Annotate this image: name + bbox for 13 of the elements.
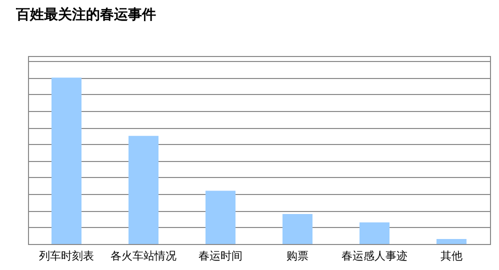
bar [282, 214, 312, 244]
bar [52, 78, 82, 244]
bar [436, 239, 466, 244]
x-tick-label: 购票 [286, 250, 308, 262]
bar [206, 190, 236, 244]
x-tick-label: 各火车站情况 [110, 250, 176, 262]
bar [128, 136, 158, 244]
bar [360, 222, 390, 244]
x-tick-label: 春运感人事迹 [342, 250, 408, 262]
x-tick-label: 列车时刻表 [39, 250, 94, 262]
x-tick-label: 春运时间 [198, 250, 242, 262]
chart-title: 百姓最关注的春运事件 [15, 6, 156, 23]
x-tick-label: 其他 [440, 250, 462, 262]
